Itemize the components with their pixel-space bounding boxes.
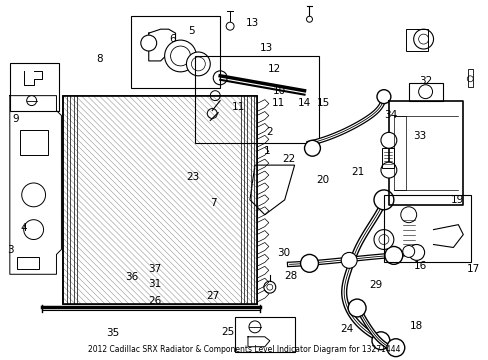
- Text: 4: 4: [20, 223, 27, 233]
- Polygon shape: [63, 96, 256, 304]
- Bar: [17, 257, 39, 269]
- Text: 6: 6: [169, 34, 176, 44]
- Circle shape: [373, 190, 393, 210]
- Text: 22: 22: [282, 154, 295, 163]
- Circle shape: [371, 332, 389, 350]
- Text: 11: 11: [272, 98, 285, 108]
- Circle shape: [21, 183, 45, 207]
- Bar: [383, 195, 470, 262]
- Text: 19: 19: [449, 195, 463, 204]
- Text: 7: 7: [210, 198, 217, 208]
- Text: 17: 17: [466, 264, 479, 274]
- Circle shape: [384, 247, 402, 264]
- Text: 36: 36: [125, 272, 138, 282]
- Polygon shape: [249, 165, 294, 215]
- Circle shape: [141, 35, 156, 51]
- Circle shape: [376, 90, 390, 104]
- Text: 8: 8: [96, 54, 103, 64]
- Bar: [235, 317, 294, 352]
- Text: 12: 12: [267, 64, 281, 73]
- Text: 9: 9: [13, 114, 19, 124]
- Text: 21: 21: [350, 167, 364, 177]
- Text: 32: 32: [418, 76, 431, 86]
- Bar: [195, 56, 319, 143]
- Text: 30: 30: [277, 248, 290, 258]
- Circle shape: [304, 140, 320, 156]
- Text: 35: 35: [106, 328, 119, 338]
- Text: 15: 15: [316, 98, 329, 108]
- Circle shape: [418, 85, 432, 99]
- Bar: [468, 69, 472, 87]
- Circle shape: [24, 220, 43, 239]
- Text: 10: 10: [272, 86, 285, 96]
- Bar: [405, 29, 427, 51]
- Circle shape: [413, 29, 433, 49]
- Text: 28: 28: [284, 271, 297, 282]
- Text: 37: 37: [148, 264, 162, 274]
- Text: 13: 13: [260, 43, 273, 53]
- Text: 2012 Cadillac SRX Radiator & Components Level Indicator Diagram for 13271444: 2012 Cadillac SRX Radiator & Components …: [88, 345, 400, 354]
- Text: 26: 26: [148, 296, 162, 306]
- Text: 23: 23: [186, 172, 199, 182]
- Bar: [63, 96, 256, 304]
- Text: 13: 13: [245, 18, 258, 28]
- Circle shape: [248, 321, 260, 333]
- Circle shape: [186, 52, 210, 76]
- Circle shape: [408, 244, 424, 260]
- Text: 20: 20: [316, 175, 329, 185]
- Text: 31: 31: [148, 279, 162, 289]
- Text: 5: 5: [188, 26, 195, 36]
- Bar: [63, 96, 256, 304]
- Circle shape: [373, 230, 393, 249]
- Bar: [393, 116, 405, 190]
- Text: 1: 1: [264, 147, 270, 157]
- Text: 14: 14: [297, 98, 310, 108]
- Circle shape: [27, 96, 37, 105]
- Circle shape: [386, 339, 404, 357]
- Text: 27: 27: [205, 291, 219, 301]
- Text: 29: 29: [369, 280, 382, 290]
- Text: 25: 25: [221, 327, 234, 337]
- Bar: [131, 16, 220, 88]
- Circle shape: [380, 132, 396, 148]
- Text: 18: 18: [408, 321, 422, 332]
- Circle shape: [300, 255, 318, 272]
- Circle shape: [164, 40, 196, 72]
- Text: 24: 24: [340, 324, 353, 334]
- Bar: [20, 130, 47, 155]
- Circle shape: [341, 252, 356, 268]
- Circle shape: [347, 299, 366, 317]
- Bar: [10, 63, 60, 111]
- Text: 2: 2: [266, 127, 272, 137]
- Circle shape: [380, 162, 396, 178]
- Text: 3: 3: [7, 245, 14, 255]
- Bar: [381, 148, 393, 168]
- Text: 16: 16: [412, 261, 426, 271]
- Bar: [408, 83, 443, 100]
- Circle shape: [402, 246, 414, 257]
- Text: 34: 34: [384, 110, 397, 120]
- Text: 33: 33: [412, 131, 426, 141]
- Circle shape: [400, 207, 416, 223]
- Text: 11: 11: [232, 103, 245, 112]
